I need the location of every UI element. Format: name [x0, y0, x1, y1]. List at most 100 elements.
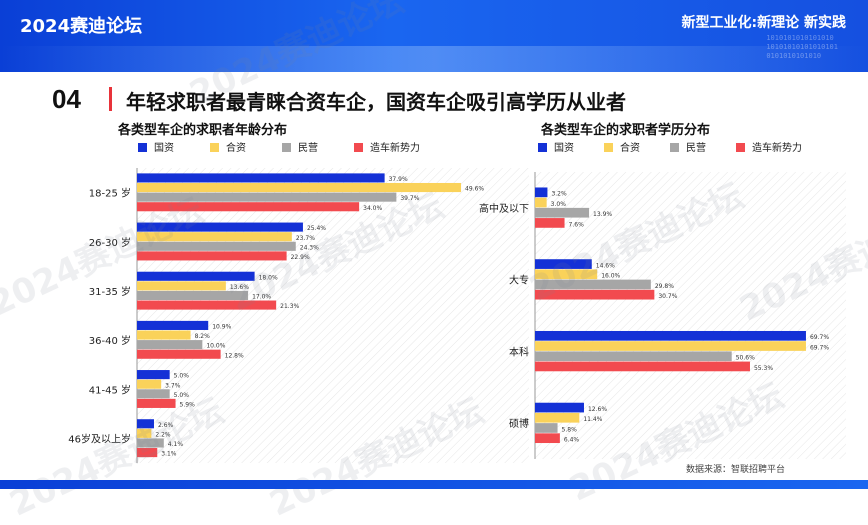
data-label: 25.4%	[307, 225, 326, 232]
data-label: 49.6%	[465, 186, 484, 193]
bar	[535, 433, 560, 444]
section-number: 04	[52, 84, 81, 114]
chart-title: 各类型车企的求职者学历分布	[540, 122, 710, 138]
bar	[535, 197, 547, 208]
category-label: 本科	[509, 345, 529, 358]
bar	[535, 269, 598, 280]
category-label: 41-45 岁	[89, 383, 131, 396]
data-label: 5.8%	[562, 426, 578, 433]
legend-label: 合资	[620, 141, 640, 154]
bar	[137, 241, 296, 251]
plot-area	[535, 172, 846, 459]
legend-swatch	[210, 143, 219, 152]
bar	[137, 448, 158, 458]
data-label: 11.4%	[583, 416, 602, 423]
category-label: 高中及以下	[479, 202, 529, 215]
data-label: 39.7%	[400, 195, 419, 202]
bar	[137, 271, 255, 281]
banner-binary-text: 1010101010101010 10101010101010101 01010…	[766, 34, 838, 60]
legend-label: 国资	[554, 142, 574, 154]
data-label: 3.2%	[551, 191, 567, 198]
banner-wave	[0, 46, 868, 72]
data-label: 3.7%	[165, 382, 181, 389]
data-label: 24.3%	[300, 244, 319, 251]
data-label: 21.3%	[280, 303, 299, 310]
data-label: 23.7%	[296, 235, 315, 242]
data-label: 13.6%	[230, 284, 249, 291]
slogan: 新型工业化:新理论 新实践	[681, 15, 846, 31]
bar	[137, 192, 397, 202]
bar	[137, 300, 277, 310]
bar	[535, 207, 590, 218]
legend-swatch	[138, 143, 147, 152]
plot-area	[137, 168, 529, 463]
section-headline: 年轻求职者最青睐合资车企，国资车企吸引高学历从业者	[126, 90, 626, 114]
data-label: 10.9%	[212, 323, 231, 330]
bar	[137, 379, 162, 389]
data-label: 50.6%	[736, 355, 755, 362]
category-label: 18-25 岁	[89, 187, 131, 200]
bar	[137, 320, 209, 330]
data-label: 8.2%	[195, 333, 211, 340]
data-label: 17.0%	[252, 294, 271, 301]
bar	[137, 290, 249, 301]
bar	[137, 251, 287, 261]
data-label: 69.7%	[810, 334, 829, 341]
data-label: 10.0%	[206, 343, 225, 350]
data-label: 2.6%	[158, 422, 174, 429]
bar	[137, 349, 221, 359]
bar	[535, 402, 584, 413]
data-label: 5.0%	[174, 373, 190, 380]
category-label: 46岁及以上岁	[68, 432, 131, 445]
category-label: 26-30 岁	[89, 236, 131, 249]
bar	[535, 361, 750, 372]
data-label: 7.6%	[569, 221, 585, 228]
data-label: 30.7%	[658, 293, 677, 300]
legend-swatch	[538, 143, 547, 152]
data-label: 2.2%	[155, 431, 171, 438]
bar	[535, 341, 806, 351]
brand-title: 2024赛迪论坛	[20, 16, 143, 37]
legend-label: 造车新势力	[752, 141, 802, 154]
data-label: 69.7%	[810, 344, 829, 351]
data-label: 37.9%	[389, 176, 408, 183]
bar	[137, 370, 170, 380]
bar	[137, 182, 462, 193]
legend-swatch	[736, 143, 745, 152]
bar	[535, 259, 592, 269]
category-label: 36-40 岁	[89, 334, 131, 347]
data-label: 12.6%	[588, 406, 607, 413]
section-accent-bar	[109, 87, 112, 111]
bar	[535, 330, 806, 341]
bar	[137, 419, 154, 429]
data-label: 18.0%	[259, 274, 278, 281]
bar	[137, 389, 170, 399]
category-label: 31-35 岁	[89, 285, 131, 298]
data-label: 5.0%	[174, 392, 190, 399]
bar	[535, 289, 655, 300]
legend-swatch	[354, 143, 363, 152]
bar	[137, 398, 176, 408]
legend-label: 国资	[154, 142, 174, 154]
footer-bar	[0, 480, 868, 489]
data-source-note: 数据来源：智联招聘平台	[686, 465, 786, 475]
bar	[137, 428, 152, 438]
bar	[137, 438, 164, 448]
data-label: 6.4%	[564, 437, 580, 444]
legend-swatch	[670, 143, 679, 152]
data-label: 29.8%	[655, 283, 674, 290]
category-label: 大专	[509, 274, 529, 287]
data-label: 55.3%	[754, 365, 773, 372]
bar	[137, 202, 360, 212]
data-label: 5.9%	[180, 401, 196, 408]
bar	[535, 423, 558, 433]
bar	[535, 351, 732, 362]
bar	[137, 222, 303, 232]
legend-label: 合资	[226, 141, 246, 154]
data-label: 13.9%	[593, 211, 612, 218]
legend-swatch	[282, 143, 291, 152]
bar	[535, 218, 565, 228]
data-label: 16.0%	[601, 273, 620, 280]
